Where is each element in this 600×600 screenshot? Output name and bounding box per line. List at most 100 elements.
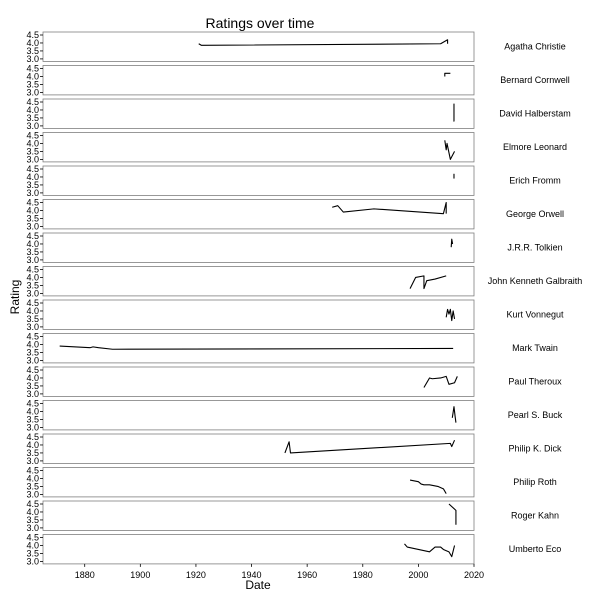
facet-label: Umberto Eco <box>509 544 562 554</box>
facet-panel: 3.03.54.04.5 Paul Theroux <box>26 365 562 399</box>
facet-panel: 3.03.54.04.5 Roger Kahn <box>26 499 559 533</box>
y-tick-label: 4.0 <box>26 138 39 148</box>
y-tick-label: 4.0 <box>26 473 39 483</box>
y-tick-label: 3.0 <box>26 389 39 399</box>
y-tick-label: 3.5 <box>26 381 39 391</box>
y-tick-label: 3.5 <box>26 247 39 257</box>
facet-panel: 3.03.54.04.5 Philip Roth <box>26 466 556 500</box>
y-tick-label: 3.0 <box>26 221 39 231</box>
y-tick-label: 3.5 <box>26 548 39 558</box>
facet-panel: 3.03.54.04.5 Erich Fromm <box>26 164 560 198</box>
panel-frame <box>42 366 475 397</box>
x-tick-label: 1920 <box>186 570 206 580</box>
x-tick-label: 1900 <box>130 570 150 580</box>
y-tick-label: 3.0 <box>26 54 39 64</box>
series-line <box>451 406 457 423</box>
series-line <box>445 308 456 322</box>
y-tick-label: 4.5 <box>26 265 39 275</box>
panel-frame <box>42 98 475 129</box>
y-tick-label: 4.0 <box>26 306 39 316</box>
panel-frame <box>42 31 475 62</box>
y-tick-label: 4.0 <box>26 105 39 115</box>
y-tick-label: 4.5 <box>26 432 39 442</box>
x-tick-label: 1980 <box>353 570 373 580</box>
facet-label: Erich Fromm <box>509 176 561 186</box>
facet-label: David Halberstam <box>499 109 571 119</box>
y-tick-label: 3.5 <box>26 46 39 56</box>
y-tick-label: 3.0 <box>26 154 39 164</box>
y-tick-label: 4.0 <box>26 373 39 383</box>
y-tick-label: 4.0 <box>26 71 39 81</box>
y-tick-label: 4.5 <box>26 164 39 174</box>
panel-frame <box>42 232 475 263</box>
panel-frame <box>42 266 475 297</box>
y-tick-label: 3.5 <box>26 280 39 290</box>
y-tick-label: 4.0 <box>26 440 39 450</box>
y-tick-label: 4.5 <box>26 466 39 476</box>
panel-frame <box>42 132 475 163</box>
y-axis-title: Rating <box>8 280 22 315</box>
y-tick-label: 3.5 <box>26 79 39 89</box>
y-tick-label: 4.5 <box>26 64 39 74</box>
series-line <box>444 72 451 77</box>
x-tick-label: 2000 <box>408 570 428 580</box>
panel-frame <box>42 165 475 196</box>
facet-panel: 3.03.54.04.5 J.R.R. Tolkien <box>26 231 562 265</box>
y-tick-label: 3.5 <box>26 515 39 525</box>
y-tick-label: 3.0 <box>26 556 39 566</box>
y-tick-label: 3.0 <box>26 322 39 332</box>
series-line <box>284 439 456 454</box>
series-line <box>409 275 447 290</box>
y-tick-label: 4.0 <box>26 406 39 416</box>
facet-panel: 3.03.54.04.5 Umberto Eco <box>26 533 561 567</box>
x-axis: 1880 1900 1920 1940 1960 1980 2000 2020 <box>75 563 484 580</box>
facet-label: Mark Twain <box>512 343 558 353</box>
facet-label: Pearl S. Buck <box>508 410 563 420</box>
facet-label: Elmore Leonard <box>503 142 567 152</box>
x-tick-label: 1960 <box>297 570 317 580</box>
y-tick-label: 3.0 <box>26 355 39 365</box>
facet-label: Paul Theroux <box>508 377 562 387</box>
x-tick-label: 1880 <box>75 570 95 580</box>
x-axis-title: Date <box>245 578 271 592</box>
series-line <box>444 140 456 160</box>
facet-panel: 3.03.54.04.5 George Orwell <box>26 198 564 232</box>
y-tick-label: 3.0 <box>26 523 39 533</box>
facet-panel: 3.03.54.04.5 Agatha Christie <box>26 30 565 64</box>
panel-frame <box>42 500 475 531</box>
facet-panel: 3.03.54.04.5 David Halberstam <box>26 97 570 131</box>
y-tick-label: 3.0 <box>26 489 39 499</box>
series-line <box>453 103 455 122</box>
y-tick-label: 4.5 <box>26 131 39 141</box>
y-tick-label: 3.0 <box>26 456 39 466</box>
facet-panel: 3.03.54.04.5 John Kenneth Galbraith <box>26 265 582 299</box>
facet-label: Agatha Christie <box>504 42 566 52</box>
y-tick-label: 4.5 <box>26 533 39 543</box>
y-tick-label: 4.0 <box>26 540 39 550</box>
facet-panel: 3.03.54.04.5 Bernard Cornwell <box>26 64 569 98</box>
y-tick-label: 4.5 <box>26 365 39 375</box>
x-tick-label: 1940 <box>242 570 262 580</box>
facet-label: Bernard Cornwell <box>500 75 570 85</box>
y-tick-label: 4.0 <box>26 272 39 282</box>
y-tick-label: 4.0 <box>26 38 39 48</box>
y-tick-label: 3.5 <box>26 213 39 223</box>
facet-panel: 3.03.54.04.5 Pearl S. Buck <box>26 399 562 433</box>
y-tick-label: 4.5 <box>26 332 39 342</box>
facet-panel: 3.03.54.04.5 Kurt Vonnegut <box>26 298 564 332</box>
facet-label: George Orwell <box>506 209 564 219</box>
facet-label: Philip Roth <box>513 477 557 487</box>
y-tick-label: 3.0 <box>26 121 39 131</box>
series-line <box>409 479 447 494</box>
panel-frame <box>42 400 475 431</box>
facet-panel: 3.03.54.04.5 Elmore Leonard <box>26 131 567 165</box>
y-tick-label: 4.5 <box>26 499 39 509</box>
series-line <box>450 238 454 248</box>
y-tick-label: 3.0 <box>26 255 39 265</box>
y-tick-label: 3.5 <box>26 113 39 123</box>
panel-frame <box>42 299 475 330</box>
facet-panel: 3.03.54.04.5 Mark Twain <box>26 332 557 366</box>
y-tick-label: 3.5 <box>26 448 39 458</box>
